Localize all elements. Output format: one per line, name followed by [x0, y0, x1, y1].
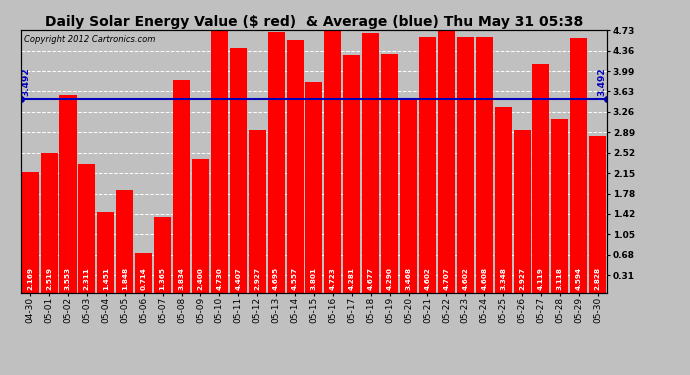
Bar: [513, 130, 531, 292]
Bar: [306, 81, 322, 292]
Text: Copyright 2012 Cartronics.com: Copyright 2012 Cartronics.com: [23, 35, 155, 44]
Bar: [438, 31, 455, 292]
Text: 4.602: 4.602: [424, 267, 431, 290]
Text: 4.723: 4.723: [330, 267, 336, 290]
Text: 1.365: 1.365: [159, 267, 166, 290]
Text: 3.834: 3.834: [179, 267, 184, 290]
Text: 2.828: 2.828: [595, 267, 601, 290]
Text: 2.927: 2.927: [519, 267, 525, 290]
Bar: [551, 120, 569, 292]
Text: 4.119: 4.119: [538, 267, 544, 290]
Bar: [495, 107, 512, 292]
Text: 4.730: 4.730: [217, 267, 222, 290]
Bar: [21, 172, 39, 292]
Bar: [381, 54, 398, 292]
Bar: [192, 159, 209, 292]
Text: 4.608: 4.608: [481, 267, 487, 290]
Bar: [475, 37, 493, 292]
Text: 4.707: 4.707: [444, 267, 449, 290]
Bar: [248, 130, 266, 292]
Bar: [59, 95, 77, 292]
Title: Daily Solar Energy Value ($ red)  & Average (blue) Thu May 31 05:38: Daily Solar Energy Value ($ red) & Avera…: [45, 15, 583, 29]
Text: 2.519: 2.519: [46, 267, 52, 290]
Text: 4.557: 4.557: [292, 267, 298, 290]
Text: 4.281: 4.281: [348, 267, 355, 290]
Text: 4.290: 4.290: [386, 267, 393, 290]
Text: 3.468: 3.468: [406, 267, 411, 290]
Bar: [589, 135, 607, 292]
Text: 4.677: 4.677: [368, 267, 374, 290]
Bar: [324, 30, 342, 292]
Text: 3.553: 3.553: [65, 267, 71, 290]
Bar: [230, 48, 247, 292]
Text: 1.848: 1.848: [121, 267, 128, 290]
Bar: [41, 153, 57, 292]
Bar: [173, 80, 190, 292]
Text: 3.492: 3.492: [21, 67, 30, 96]
Text: 2.400: 2.400: [197, 267, 204, 290]
Bar: [362, 33, 380, 292]
Bar: [116, 190, 133, 292]
Text: 3.348: 3.348: [500, 267, 506, 290]
Text: 0.714: 0.714: [141, 267, 147, 290]
Bar: [154, 217, 171, 292]
Text: 4.602: 4.602: [462, 267, 469, 290]
Bar: [79, 164, 95, 292]
Text: 3.118: 3.118: [557, 267, 563, 290]
Text: 2.169: 2.169: [27, 267, 33, 290]
Text: 4.695: 4.695: [273, 267, 279, 290]
Bar: [135, 253, 152, 292]
Text: 3.492: 3.492: [598, 67, 607, 96]
Bar: [400, 100, 417, 292]
Bar: [268, 32, 285, 292]
Text: 2.927: 2.927: [254, 267, 260, 290]
Bar: [571, 38, 587, 292]
Bar: [533, 64, 549, 292]
Bar: [286, 40, 304, 292]
Bar: [419, 37, 436, 292]
Bar: [457, 37, 474, 292]
Bar: [344, 55, 360, 292]
Bar: [97, 212, 115, 292]
Text: 4.594: 4.594: [576, 267, 582, 290]
Text: 1.451: 1.451: [103, 267, 109, 290]
Text: 2.311: 2.311: [84, 267, 90, 290]
Text: 4.407: 4.407: [235, 267, 242, 290]
Text: 3.801: 3.801: [311, 267, 317, 290]
Bar: [211, 30, 228, 292]
